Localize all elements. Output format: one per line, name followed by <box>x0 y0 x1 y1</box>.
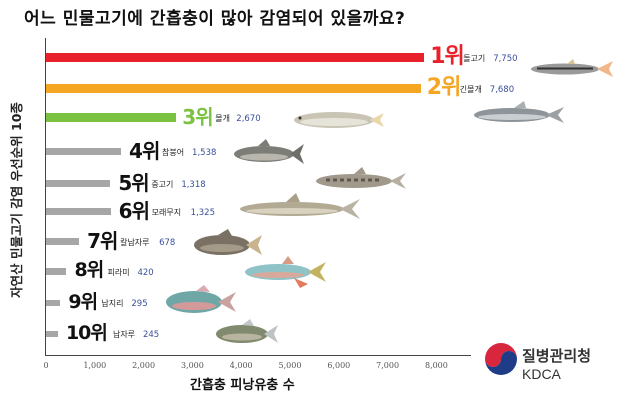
value-label: 678 <box>159 237 176 248</box>
fish-name: 피라미 <box>107 267 130 277</box>
x-axis-line <box>45 355 471 356</box>
value-label: 7,750 <box>493 53 518 64</box>
fish-name: 긴몰개 <box>459 84 482 94</box>
y-axis-line <box>45 38 46 356</box>
x-tick-label: 2,000 <box>132 361 156 370</box>
value-label: 295 <box>131 299 148 309</box>
rank-label: 8위 <box>74 259 104 281</box>
x-tick-label: 5,000 <box>278 361 302 370</box>
kdca-name-english: KDCA <box>522 366 561 382</box>
rank-label: 6위 <box>118 198 150 223</box>
rank-label: 9위 <box>68 290 98 313</box>
fish-name: 돌고기 <box>463 53 486 63</box>
x-tick-label: 4,000 <box>229 361 253 370</box>
fish-illustration-dolgogi <box>531 59 613 77</box>
fish-name: 납지리 <box>101 299 124 308</box>
value-label: 2,670 <box>236 113 261 124</box>
x-tick-label: 3,000 <box>180 361 204 370</box>
value-label: 1,325 <box>190 207 215 218</box>
fish-name: 중고기 <box>151 179 174 189</box>
fish-illustration-moraemuji <box>240 193 360 219</box>
value-label: 1,318 <box>181 179 206 190</box>
fish-name: 몰개 <box>215 113 231 123</box>
bar-2 <box>46 84 421 93</box>
x-tick-label: 8,000 <box>424 361 448 370</box>
rank-label: 5위 <box>118 170 149 195</box>
fish-name: 납자루 <box>112 330 136 339</box>
fish-illustration-ginmolgae <box>474 101 564 123</box>
bar-6 <box>46 208 111 215</box>
y-axis-label: 자연산 민물고기 감염 우선순위 10종 <box>9 102 24 298</box>
bar-1 <box>46 53 425 62</box>
bar-10 <box>46 331 58 337</box>
value-label: 420 <box>137 267 154 278</box>
bar-9 <box>46 300 61 306</box>
fish-illustration-pirami <box>245 256 326 288</box>
fish-name: 모래무지 <box>151 207 182 217</box>
bar-3 <box>46 113 177 122</box>
rank-label: 7위 <box>87 228 118 253</box>
rank-label: 4위 <box>129 138 160 163</box>
x-axis-label: 간흡충 피낭유충 수 <box>190 378 295 393</box>
fish-name: 칼납자루 <box>120 237 150 247</box>
x-tick-label: 6,000 <box>327 361 351 370</box>
kdca-name-korean: 질병관리청 <box>522 347 592 365</box>
rank-label: 2위 <box>426 74 462 100</box>
fish-illustration-chambungeo <box>234 139 304 164</box>
fish-illustration-kalnapjaru <box>194 229 262 255</box>
chart-title: 어느 민물고기에 간흡충이 많아 감염되어 있을까요? <box>24 9 406 29</box>
bar-4 <box>46 148 122 155</box>
rank-label: 1위 <box>430 43 465 69</box>
value-label: 245 <box>142 330 160 340</box>
bar-8 <box>46 268 67 275</box>
x-tick-label: 1,000 <box>83 361 107 370</box>
bar-7 <box>46 238 80 245</box>
value-label: 1,538 <box>192 147 217 158</box>
kdca-logo-icon <box>485 343 517 375</box>
fish-illustration-junggogi <box>316 167 406 189</box>
value-label: 7,680 <box>489 84 515 95</box>
fish-name: 참붕어 <box>162 147 185 157</box>
fish-illustration-napjiri <box>166 285 236 313</box>
fish-illustration-napjaru <box>216 319 278 343</box>
x-tick-label: 0 <box>43 361 49 370</box>
fish-illustration-molgae <box>294 112 384 128</box>
rank-label: 3위 <box>182 104 213 129</box>
x-tick-label: 7,000 <box>376 361 400 370</box>
bar-5 <box>46 180 111 187</box>
rank-label: 10위 <box>65 321 108 344</box>
